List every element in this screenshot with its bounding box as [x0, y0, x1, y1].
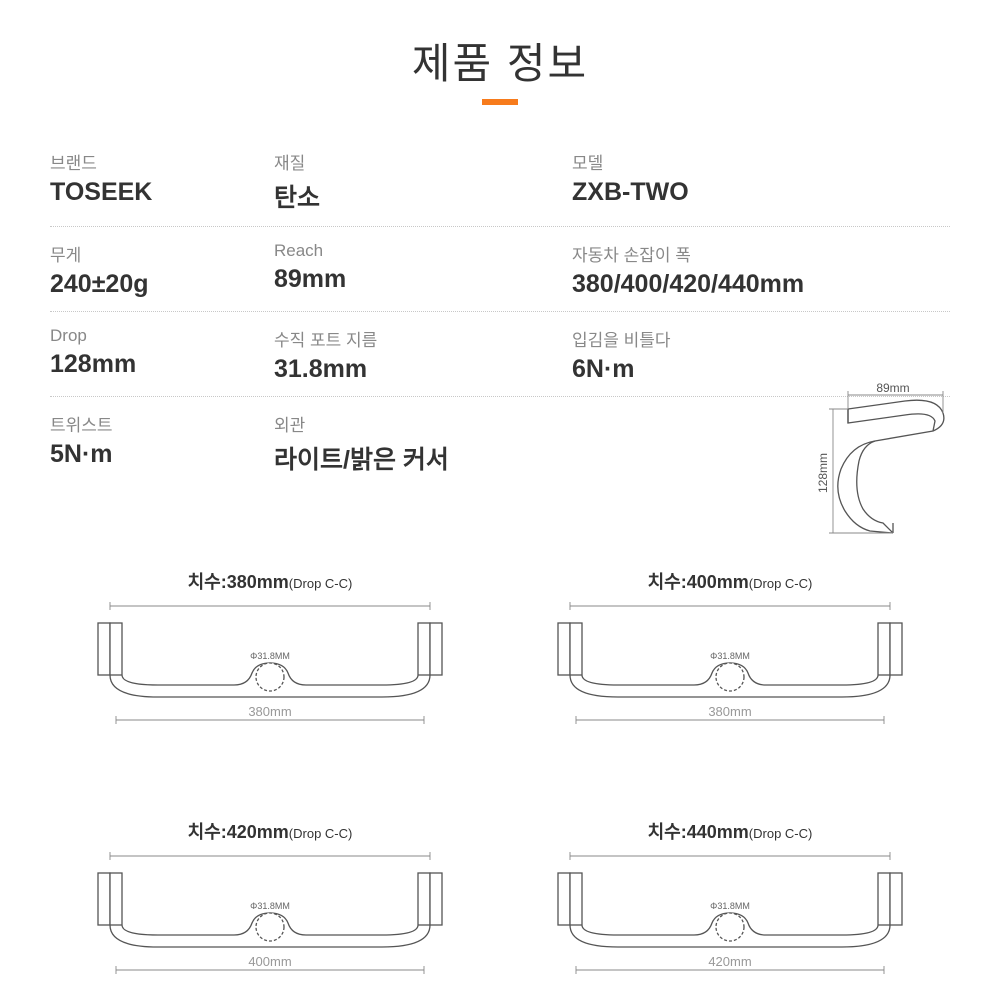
spec-cell: 모델 ZXB-TWO — [572, 149, 950, 214]
spec-value: 라이트/밝은 커서 — [274, 440, 572, 476]
title-suffix: (Drop C-C) — [749, 826, 813, 841]
title-size: 440mm — [687, 822, 749, 842]
bottom-dimension: 400mm — [248, 954, 291, 969]
handlebar-title: 치수:440mm(Drop C-C) — [530, 818, 930, 844]
title-suffix: (Drop C-C) — [289, 576, 353, 591]
spec-cell: 입김을 비틀다 6N·m — [572, 326, 950, 384]
accent-bar — [482, 99, 518, 105]
spec-cell: Reach 89mm — [274, 241, 572, 299]
page-title: 제품 정보 — [50, 30, 950, 91]
spec-label: 무게 — [50, 241, 274, 266]
title-size: 420mm — [227, 822, 289, 842]
spec-value: 89mm — [274, 265, 572, 294]
spec-value: 6N·m — [572, 355, 950, 384]
handlebar-cell: 치수:440mm(Drop C-C) Φ31.8MM 420mm — [530, 818, 930, 978]
spec-value: 380/400/420/440mm — [572, 270, 950, 299]
spec-label: 입김을 비틀다 — [572, 326, 950, 351]
clamp-diameter: Φ31.8MM — [250, 651, 290, 661]
spec-value: 240±20g — [50, 270, 274, 299]
spec-cell: 재질 탄소 — [274, 149, 572, 214]
reach-dim: 89mm — [876, 381, 909, 395]
title-prefix: 치수: — [188, 572, 227, 592]
handlebar-title: 치수:400mm(Drop C-C) — [530, 568, 930, 594]
handlebar-title: 치수:420mm(Drop C-C) — [70, 818, 470, 844]
handlebar-cell: 치수:380mm(Drop C-C) Φ31.8MM 380mm — [70, 568, 470, 728]
spec-row: 무게 240±20g Reach 89mm 자동차 손잡이 폭 380/400/… — [50, 227, 950, 312]
title-prefix: 치수: — [188, 822, 227, 842]
bottom-dimension: 420mm — [708, 954, 751, 969]
spec-table: 브랜드 TOSEEK 재질 탄소 모델 ZXB-TWO 무게 240±20g R… — [50, 135, 950, 488]
spec-cell: 무게 240±20g — [50, 241, 274, 299]
spec-row: 트위스트 5N·m 외관 라이트/밝은 커서 — [50, 397, 950, 488]
bottom-dimension: 380mm — [248, 704, 291, 719]
title-prefix: 치수: — [648, 822, 687, 842]
handlebar-title: 치수:380mm(Drop C-C) — [70, 568, 470, 594]
handlebar-svg: Φ31.8MM 380mm — [530, 598, 930, 728]
spec-cell: 수직 포트 지름 31.8mm — [274, 326, 572, 384]
title-suffix: (Drop C-C) — [289, 826, 353, 841]
spec-value: 탄소 — [274, 178, 572, 214]
spec-label: 수직 포트 지름 — [274, 326, 572, 351]
spec-cell: Drop 128mm — [50, 326, 274, 384]
title-prefix: 치수: — [648, 572, 687, 592]
spec-value: 128mm — [50, 350, 274, 379]
handlebar-cell: 치수:400mm(Drop C-C) Φ31.8MM 380mm — [530, 568, 930, 728]
title-suffix: (Drop C-C) — [749, 576, 813, 591]
clamp-diameter: Φ31.8MM — [710, 651, 750, 661]
spec-cell: 자동차 손잡이 폭 380/400/420/440mm — [572, 241, 950, 299]
spec-label: 트위스트 — [50, 411, 274, 436]
spec-label: 브랜드 — [50, 149, 274, 174]
spec-label: 자동차 손잡이 폭 — [572, 241, 950, 266]
title-size: 400mm — [687, 572, 749, 592]
handlebar-cell: 치수:420mm(Drop C-C) Φ31.8MM 400mm — [70, 818, 470, 978]
spec-row: 브랜드 TOSEEK 재질 탄소 모델 ZXB-TWO — [50, 135, 950, 227]
spec-cell: 트위스트 5N·m — [50, 411, 274, 476]
handlebar-svg: Φ31.8MM 400mm — [70, 848, 470, 978]
handlebar-svg: Φ31.8MM 380mm — [70, 598, 470, 728]
spec-value: 31.8mm — [274, 355, 572, 384]
bottom-dimension: 380mm — [708, 704, 751, 719]
page-header: 제품 정보 — [50, 30, 950, 105]
handlebar-svg: Φ31.8MM 420mm — [530, 848, 930, 978]
clamp-diameter: Φ31.8MM — [250, 901, 290, 911]
spec-row: Drop 128mm 수직 포트 지름 31.8mm 입김을 비틀다 6N·m — [50, 312, 950, 397]
spec-label: 외관 — [274, 411, 572, 436]
spec-value: ZXB-TWO — [572, 178, 950, 207]
spec-label: 모델 — [572, 149, 950, 174]
clamp-diameter: Φ31.8MM — [710, 901, 750, 911]
spec-cell: 브랜드 TOSEEK — [50, 149, 274, 214]
spec-label: Drop — [50, 326, 274, 346]
spec-cell: 외관 라이트/밝은 커서 — [274, 411, 572, 476]
spec-value: 5N·m — [50, 440, 274, 469]
title-size: 380mm — [227, 572, 289, 592]
handlebar-diagram-grid: 치수:380mm(Drop C-C) Φ31.8MM 380mm 치수:4 — [50, 568, 950, 978]
spec-label: 재질 — [274, 149, 572, 174]
spec-value: TOSEEK — [50, 178, 274, 207]
spec-label: Reach — [274, 241, 572, 261]
